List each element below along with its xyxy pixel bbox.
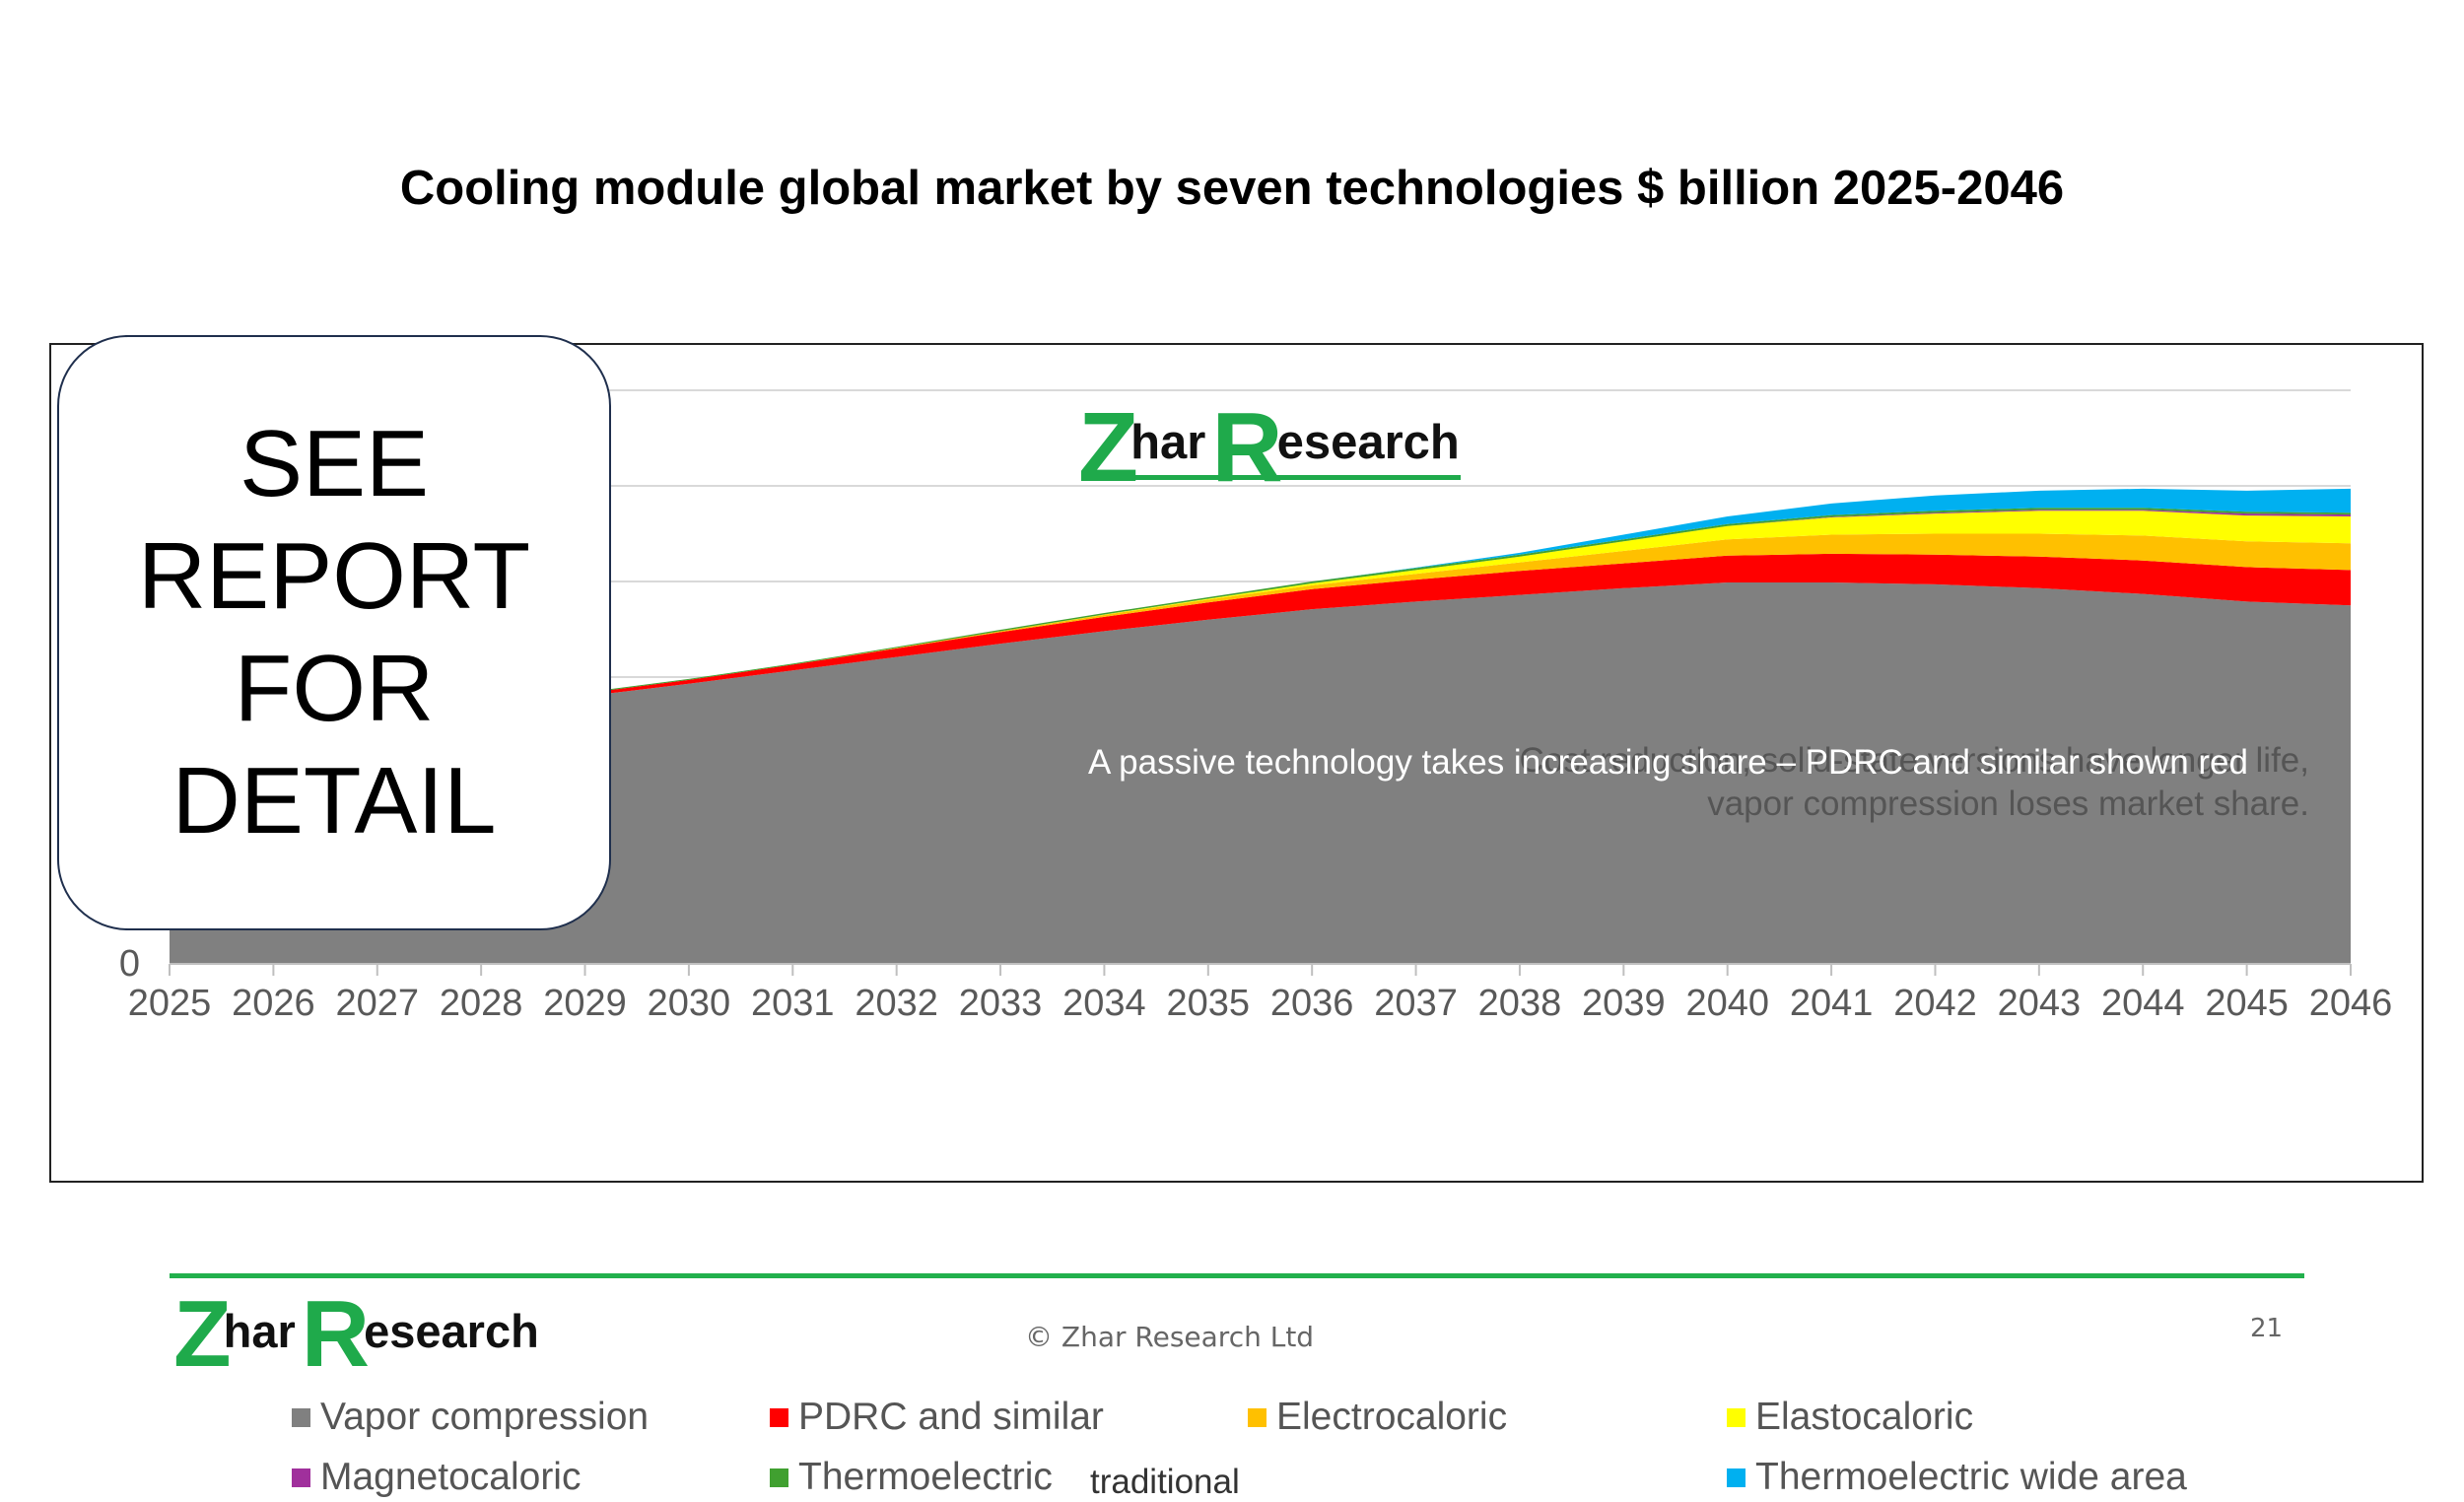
area-series-pdrc-and-similar (170, 553, 2351, 772)
x-tick-label: 2025 (128, 983, 212, 1024)
footer-logo: Z har R esearch (173, 1287, 539, 1382)
x-tick-label: 2044 (2101, 983, 2185, 1024)
legend-item-electrocaloric: Electrocaloric (1248, 1396, 1507, 1439)
x-tick-label: 2043 (1998, 983, 2082, 1024)
x-tick-label: 2030 (648, 983, 731, 1024)
x-tick-label: 2027 (335, 983, 419, 1024)
legend-extra-traditional: traditional (1090, 1463, 1240, 1501)
legend-label: Elastocaloric (1755, 1396, 1974, 1438)
x-tick-label: 2039 (1582, 983, 1666, 1024)
legend-swatch (1727, 1407, 1745, 1427)
legend-swatch (1248, 1407, 1266, 1427)
logo-z: Z (173, 1281, 232, 1387)
legend-label: Thermoelectric wide area (1755, 1456, 2187, 1498)
legend-item-vapor-compression: Vapor compression (292, 1396, 649, 1439)
see-report-overlay: SEE REPORT FOR DETAIL (57, 335, 611, 930)
chart-title: Cooling module global market by seven te… (399, 162, 2065, 215)
copyright-text: © Zhar Research Ltd (1025, 1321, 1315, 1353)
logo-r: R (1211, 392, 1283, 503)
area-series-electrocaloric (170, 533, 2351, 771)
legend-item-thermoelectric: Thermoelectric (770, 1456, 1053, 1499)
page-number: 21 (2250, 1314, 2284, 1343)
logo-esearch: esearch (1276, 416, 1460, 469)
legend-label: Thermoelectric (798, 1456, 1053, 1498)
legend-label: PDRC and similar (798, 1396, 1104, 1438)
legend-swatch (1727, 1468, 1745, 1487)
chart-logo: Z har R esearch (1078, 398, 1460, 497)
overlay-line: DETAIL (171, 748, 497, 853)
legend-swatch (770, 1407, 788, 1427)
legend-label: Magnetocaloric (320, 1456, 582, 1498)
legend-item-pdrc: PDRC and similar (770, 1396, 1104, 1439)
overlay-line: FOR (234, 636, 435, 741)
x-tick-label: 2034 (1062, 983, 1146, 1024)
logo-har: har (1130, 416, 1206, 469)
annotation-middle: A passive technology takes increasing sh… (1088, 743, 2248, 782)
legend-swatch (770, 1468, 788, 1487)
legend-label: Electrocaloric (1276, 1396, 1508, 1438)
stacked-area-chart: 2025 2026 2027 2028 2029 2030 2031 2032 2033 2034… (119, 389, 2393, 1024)
x-tick-label: 2035 (1167, 983, 1251, 1024)
annotation-top: Cost reduction, solid-state versions hav… (1519, 739, 2309, 826)
annotation-top-line1: Cost reduction, solid-state versions hav… (1519, 741, 2309, 780)
x-tick-label: 2031 (751, 983, 835, 1024)
x-tick-label: 2036 (1270, 983, 1354, 1024)
legend-swatch (292, 1468, 310, 1487)
logo-r: R (301, 1281, 371, 1387)
footer-divider (170, 1273, 2304, 1278)
x-tick-label: 2032 (855, 983, 938, 1024)
x-tick-label: 2033 (959, 983, 1043, 1024)
x-tick-label: 2026 (232, 983, 315, 1024)
x-tick-label: 2045 (2205, 983, 2289, 1024)
x-tick-label: 2040 (1685, 983, 1769, 1024)
x-tick-label: 2029 (543, 983, 627, 1024)
x-tick-label: 2038 (1478, 983, 1562, 1024)
legend-swatch (292, 1407, 310, 1427)
legend-item-elastocaloric: Elastocaloric (1727, 1396, 1973, 1439)
x-tick-label: 2028 (440, 983, 523, 1024)
x-tick-label: 2037 (1374, 983, 1458, 1024)
logo-esearch: esearch (364, 1305, 539, 1357)
logo-har: har (223, 1305, 296, 1357)
overlay-line: SEE (239, 411, 430, 516)
chart-logo-underline (1086, 475, 1461, 480)
area-series-vapor-compression (170, 582, 2351, 964)
logo-z: Z (1078, 392, 1139, 503)
legend-item-magnetocaloric: Magnetocaloric (292, 1456, 581, 1499)
legend-item-thermoelectric-wide-area: Thermoelectric wide area (1727, 1456, 2187, 1499)
x-tick-label: 2042 (1893, 983, 1977, 1024)
annotation-top-line2: vapor compression loses market share. (1707, 785, 2309, 823)
x-tick-label: 2046 (2309, 983, 2393, 1024)
y-tick-label: 0 (119, 943, 140, 985)
x-tick-label: 2041 (1790, 983, 1874, 1024)
legend-label: Vapor compression (320, 1396, 650, 1438)
overlay-line: REPORT (137, 523, 531, 629)
